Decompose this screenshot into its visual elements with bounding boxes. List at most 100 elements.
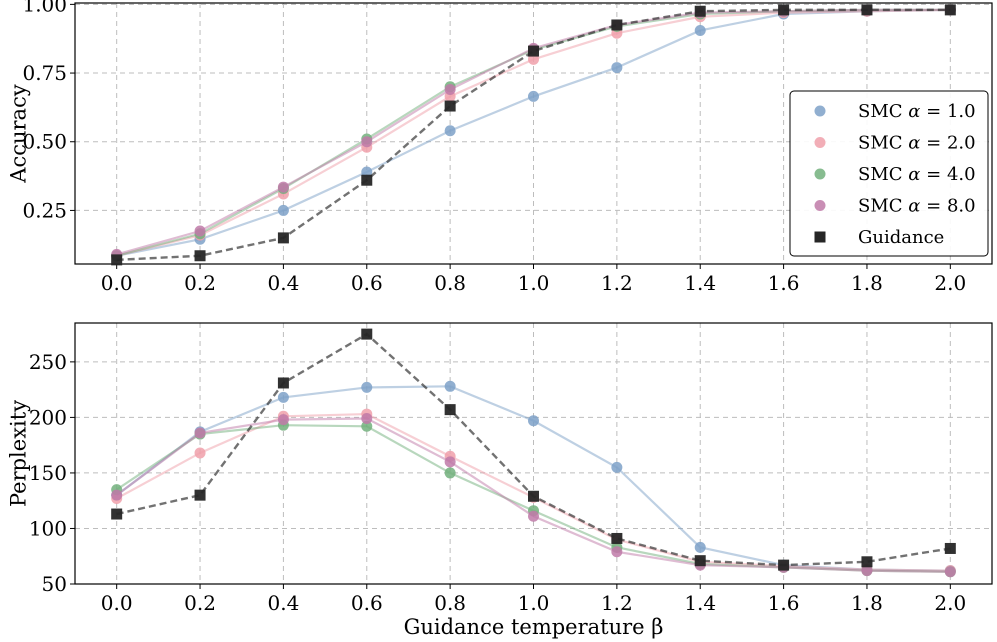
x-tick-label: 1.0 [518,271,550,295]
y-tick-label: 1.00 [22,0,67,16]
series-line [116,8,951,262]
data-point [861,556,873,568]
data-point [194,427,206,439]
legend-marker [814,231,826,243]
legend-label: SMC α = 8.0 [858,196,976,217]
x-tick-label: 2.0 [934,591,966,615]
data-point [277,204,289,216]
x-tick-label: 0.6 [351,271,383,295]
x-tick-label: 1.2 [601,271,633,295]
data-point [277,181,289,193]
x-tick-label: 0.4 [268,271,300,295]
data-point [444,100,456,112]
x-tick-label: 0.8 [434,591,466,615]
data-point [611,546,623,558]
data-point [694,555,706,567]
data-point [111,254,123,266]
data-point [528,90,539,102]
y-tick-label: 100 [29,516,67,540]
y-tick-label: 0.50 [22,130,67,154]
data-point [194,250,206,262]
data-point [944,4,956,16]
data-point [277,391,289,403]
x-tick-label: 1.8 [851,591,883,615]
data-point [528,415,539,427]
data-point [444,84,456,96]
y-tick-label: 50 [42,572,67,596]
x-axis-title: Guidance temperature β [404,615,664,639]
data-point [611,62,623,74]
data-point [361,413,373,425]
y-axis-title: Accuracy [7,84,31,184]
data-point [444,125,456,137]
accuracy-panel: 0.0 0.2 0.4 0.6 0.8 1.0 1.2 1.4 1.6 1.8 2.0 0.25 0.5… [7,0,993,295]
x-tick-label: 0.0 [101,271,133,295]
legend-label: Guidance [858,227,944,248]
data-point [361,420,373,432]
data-point [944,566,956,578]
x-tick-label: 1.6 [768,271,800,295]
data-point [277,377,289,389]
legend-marker [814,105,826,117]
x-tick-label: 1.0 [518,591,550,615]
data-point [528,490,539,502]
legend-marker [814,200,826,211]
data-point [528,45,539,57]
x-tick-label: 0.8 [434,271,466,295]
data-point [361,381,373,393]
y-axis-title: Perplexity [7,400,31,507]
legend-label: SMC α = 1.0 [858,101,976,122]
data-point [444,456,456,468]
legend-box [789,90,989,257]
data-point [194,489,206,501]
perplexity-panel: 0.0 0.2 0.4 0.6 0.8 1.0 1.2 1.4 1.6 1.8 2.0 50 100 15… [7,322,993,639]
x-tick-label: 1.6 [768,591,800,615]
data-point [277,232,289,244]
legend-label: SMC α = 2.0 [858,133,976,154]
x-tick-label: 0.4 [268,591,300,615]
series-guidance [111,4,956,266]
legend-label: SMC α = 4.0 [858,164,976,185]
data-point [194,225,206,237]
data-point [778,4,790,16]
data-point [444,404,456,416]
x-tick-label: 0.2 [184,271,216,295]
x-tick-label: 0.2 [184,591,216,615]
data-point [361,136,373,148]
data-point [444,380,456,392]
x-tick-label: 2.0 [934,271,966,295]
data-point [694,541,706,553]
data-point [694,24,706,36]
data-point [444,467,456,479]
data-point [611,461,623,473]
series-guidance [111,328,956,571]
y-tick-label: 250 [29,350,67,374]
y-tick-label: 200 [29,405,67,429]
legend: SMC α = 1.0 SMC α = 2.0 SMC α = 4.0 SMC α =… [789,90,989,257]
data-point [861,565,873,577]
data-point [277,414,289,426]
legend-marker [814,137,826,148]
y-tick-label: 150 [29,461,67,485]
data-point [611,532,623,544]
data-point [778,559,790,571]
data-point [528,510,539,522]
data-point [361,328,373,340]
data-point [861,4,873,16]
data-point [194,447,206,459]
y-tick-label: 0.25 [22,198,67,222]
data-point [361,174,373,186]
x-tick-label: 1.4 [684,591,716,615]
data-point [611,19,623,31]
x-tick-label: 1.4 [684,271,716,295]
data-point [111,489,123,501]
x-tick-label: 1.2 [601,591,633,615]
x-tick-label: 0.6 [351,591,383,615]
data-point [694,5,706,17]
legend-marker [814,168,826,180]
y-tick-label: 0.75 [22,61,67,85]
data-point [111,508,123,520]
x-tick-label: 0.0 [101,591,133,615]
data-point [944,542,956,554]
